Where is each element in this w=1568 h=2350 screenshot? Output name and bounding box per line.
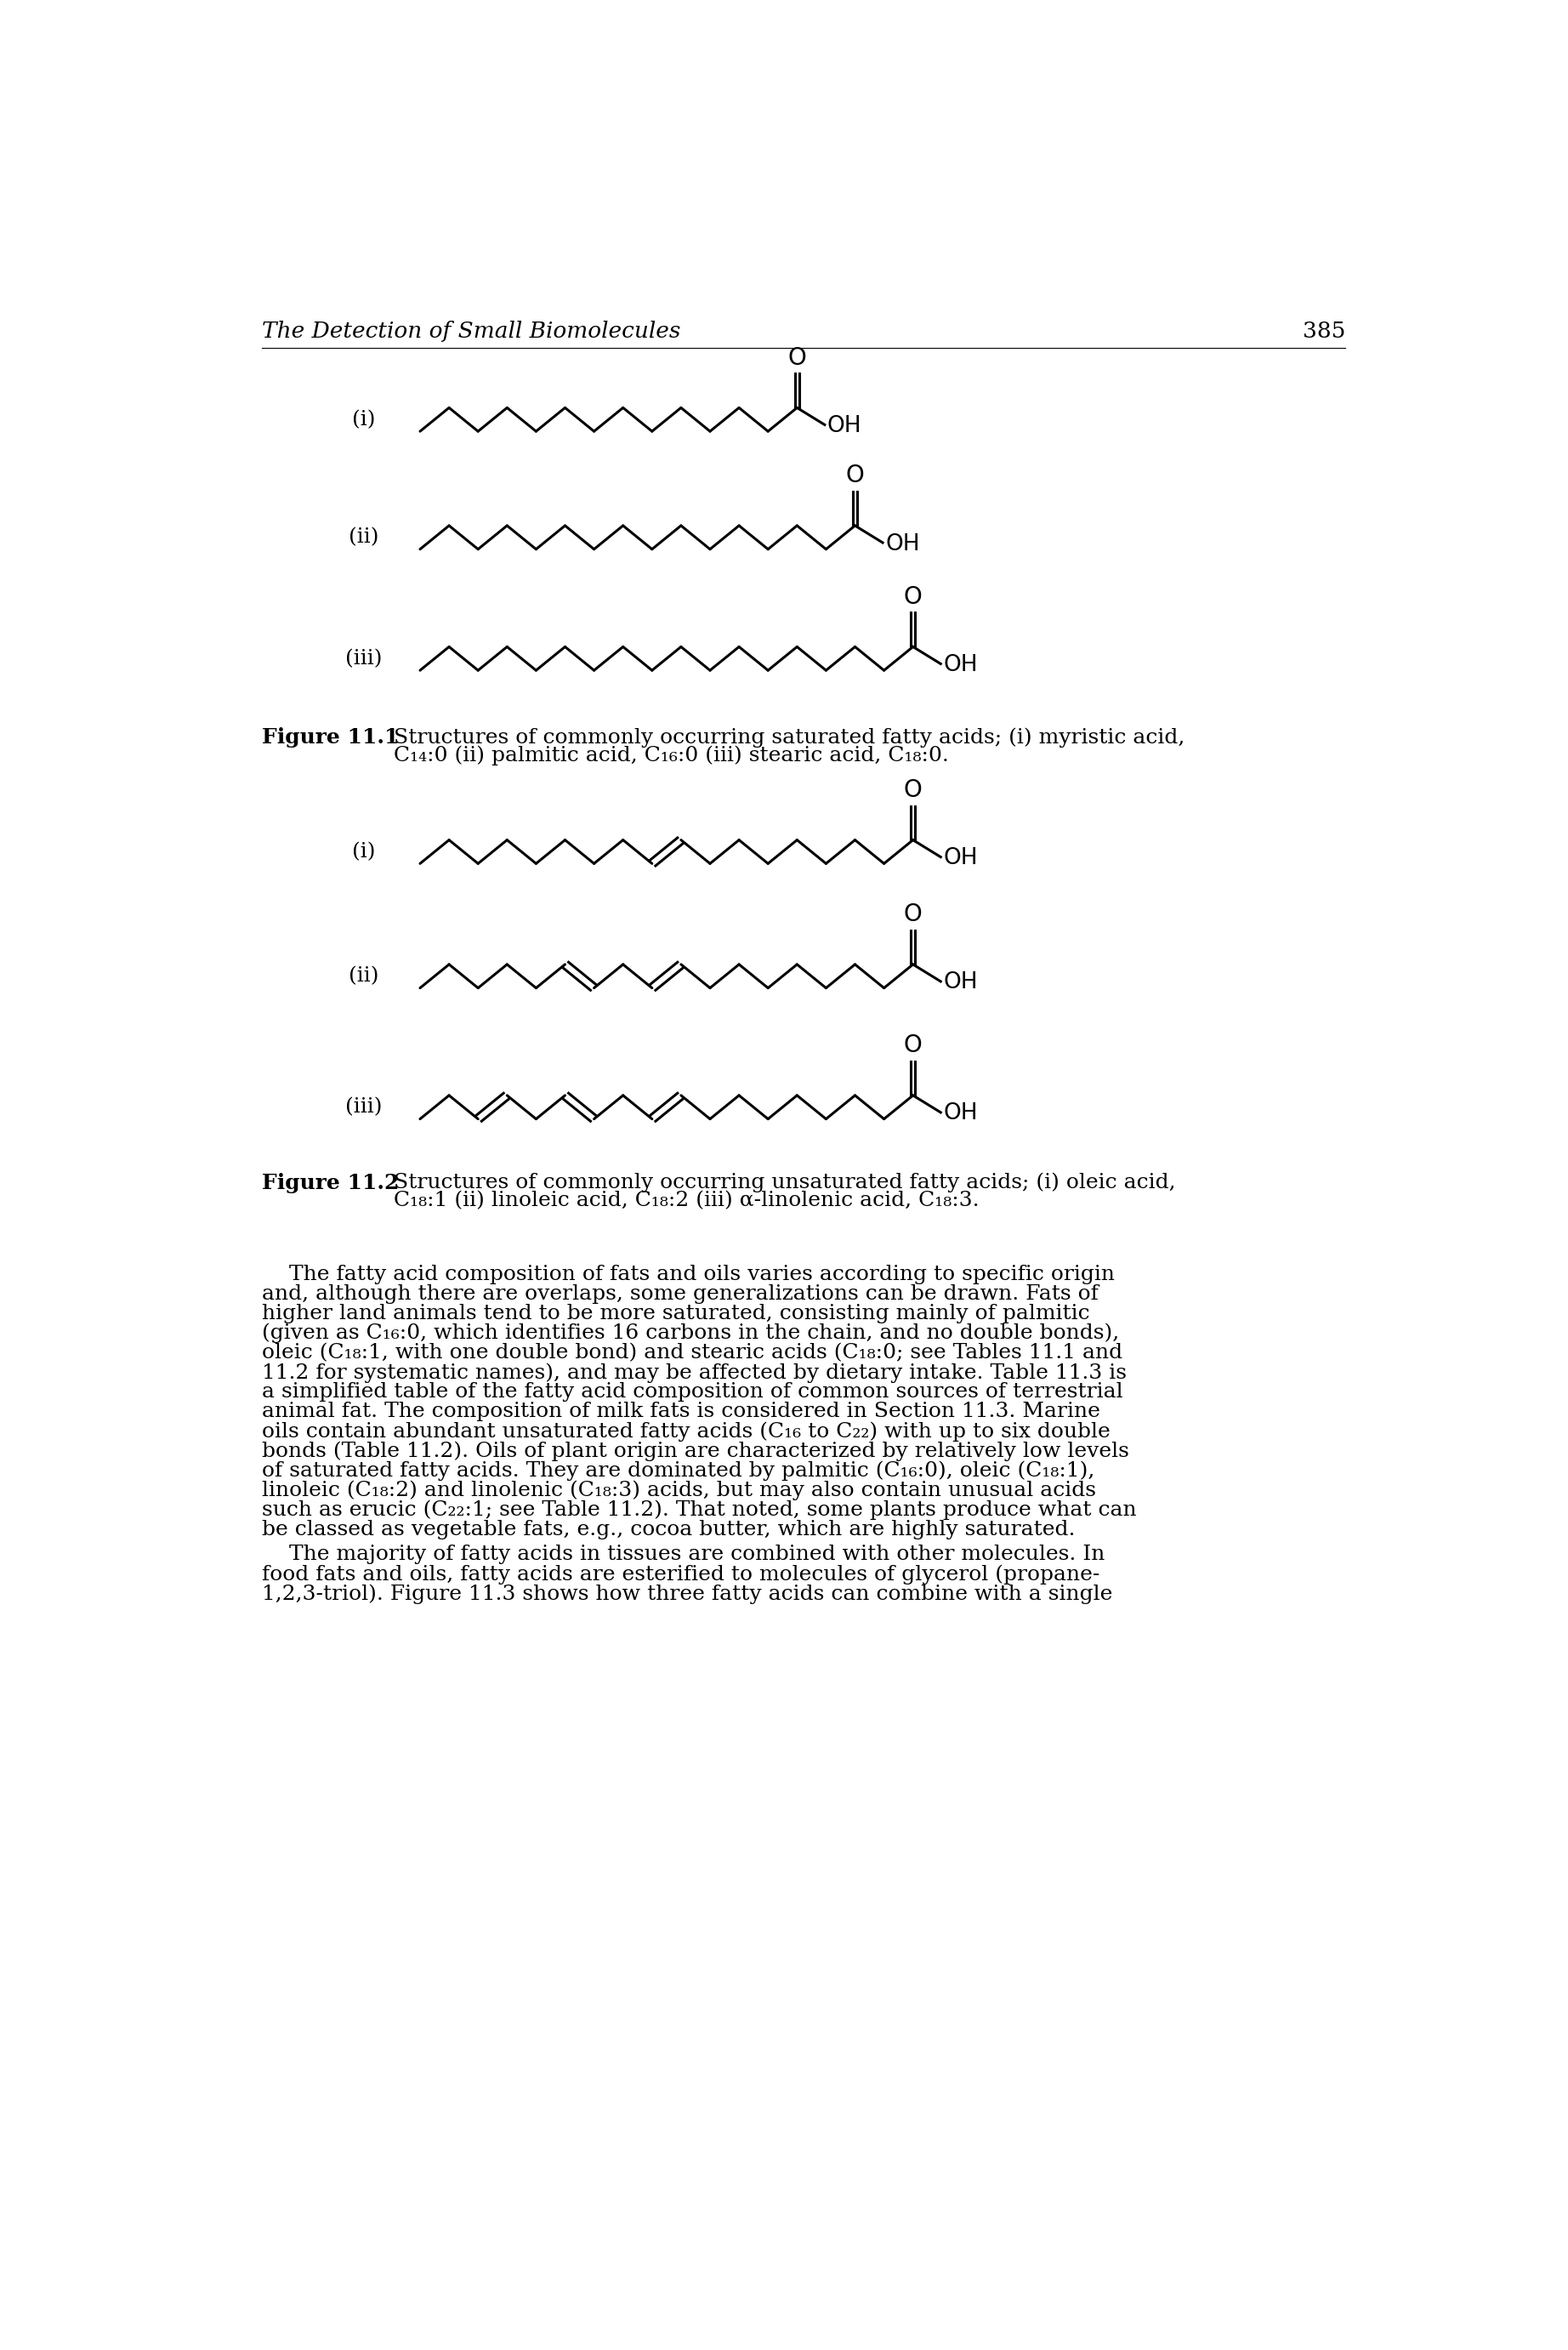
Text: C₁₄:0 (ii) palmitic acid, C₁₆:0 (iii) stearic acid, C₁₈:0.: C₁₄:0 (ii) palmitic acid, C₁₆:0 (iii) st… bbox=[394, 745, 949, 766]
Text: and, although there are overlaps, some generalizations can be drawn. Fats of: and, although there are overlaps, some g… bbox=[262, 1283, 1099, 1304]
Text: animal fat. The composition of milk fats is considered in Section 11.3. Marine: animal fat. The composition of milk fats… bbox=[262, 1403, 1101, 1422]
Text: The fatty acid composition of fats and oils varies according to specific origin: The fatty acid composition of fats and o… bbox=[262, 1264, 1115, 1283]
Text: OH: OH bbox=[944, 1102, 978, 1126]
Text: Structures of commonly occurring saturated fatty acids; (i) myristic acid,: Structures of commonly occurring saturat… bbox=[394, 728, 1185, 747]
Text: (iii): (iii) bbox=[345, 649, 383, 667]
Text: O: O bbox=[903, 1034, 922, 1058]
Text: of saturated fatty acids. They are dominated by palmitic (C₁₆:0), oleic (C₁₈:1),: of saturated fatty acids. They are domin… bbox=[262, 1462, 1094, 1481]
Text: 11.2 for systematic names), and may be affected by dietary intake. Table 11.3 is: 11.2 for systematic names), and may be a… bbox=[262, 1363, 1127, 1382]
Text: (ii): (ii) bbox=[350, 966, 379, 987]
Text: oleic (C₁₈:1, with one double bond) and stearic acids (C₁₈:0; see Tables 11.1 an: oleic (C₁₈:1, with one double bond) and … bbox=[262, 1342, 1123, 1363]
Text: 1,2,3-triol). Figure 11.3 shows how three fatty acids can combine with a single: 1,2,3-triol). Figure 11.3 shows how thre… bbox=[262, 1584, 1113, 1605]
Text: OH: OH bbox=[944, 971, 978, 994]
Text: OH: OH bbox=[828, 416, 862, 437]
Text: OH: OH bbox=[944, 653, 978, 677]
Text: such as erucic (C₂₂:1; see Table 11.2). That noted, some plants produce what can: such as erucic (C₂₂:1; see Table 11.2). … bbox=[262, 1499, 1137, 1520]
Text: (i): (i) bbox=[353, 409, 376, 430]
Text: O: O bbox=[787, 345, 806, 369]
Text: (ii): (ii) bbox=[350, 529, 379, 548]
Text: Structures of commonly occurring unsaturated fatty acids; (i) oleic acid,: Structures of commonly occurring unsatur… bbox=[394, 1173, 1176, 1194]
Text: O: O bbox=[845, 463, 864, 489]
Text: a simplified table of the fatty acid composition of common sources of terrestria: a simplified table of the fatty acid com… bbox=[262, 1382, 1123, 1403]
Text: (given as C₁₆:0, which identifies 16 carbons in the chain, and no double bonds),: (given as C₁₆:0, which identifies 16 car… bbox=[262, 1323, 1120, 1344]
Text: 385: 385 bbox=[1303, 320, 1345, 341]
Text: (i): (i) bbox=[353, 841, 376, 862]
Text: oils contain abundant unsaturated fatty acids (C₁₆ to C₂₂) with up to six double: oils contain abundant unsaturated fatty … bbox=[262, 1422, 1110, 1441]
Text: O: O bbox=[903, 585, 922, 609]
Text: O: O bbox=[903, 778, 922, 801]
Text: The majority of fatty acids in tissues are combined with other molecules. In: The majority of fatty acids in tissues a… bbox=[262, 1544, 1105, 1565]
Text: bonds (Table 11.2). Oils of plant origin are characterized by relatively low lev: bonds (Table 11.2). Oils of plant origin… bbox=[262, 1441, 1129, 1462]
Text: Figure 11.1: Figure 11.1 bbox=[262, 728, 400, 747]
Text: (iii): (iii) bbox=[345, 1097, 383, 1116]
Text: OH: OH bbox=[886, 533, 920, 555]
Text: higher land animals tend to be more saturated, consisting mainly of palmitic: higher land animals tend to be more satu… bbox=[262, 1304, 1090, 1323]
Text: Figure 11.2: Figure 11.2 bbox=[262, 1173, 400, 1194]
Text: C₁₈:1 (ii) linoleic acid, C₁₈:2 (iii) α-linolenic acid, C₁₈:3.: C₁₈:1 (ii) linoleic acid, C₁₈:2 (iii) α-… bbox=[394, 1191, 980, 1210]
Text: O: O bbox=[903, 902, 922, 926]
Text: be classed as vegetable fats, e.g., cocoa butter, which are highly saturated.: be classed as vegetable fats, e.g., coco… bbox=[262, 1520, 1076, 1539]
Text: linoleic (C₁₈:2) and linolenic (C₁₈:3) acids, but may also contain unusual acids: linoleic (C₁₈:2) and linolenic (C₁₈:3) a… bbox=[262, 1481, 1096, 1502]
Text: The Detection of Small Biomolecules: The Detection of Small Biomolecules bbox=[262, 320, 681, 341]
Text: food fats and oils, fatty acids are esterified to molecules of glycerol (propane: food fats and oils, fatty acids are este… bbox=[262, 1565, 1099, 1584]
Text: OH: OH bbox=[944, 848, 978, 870]
